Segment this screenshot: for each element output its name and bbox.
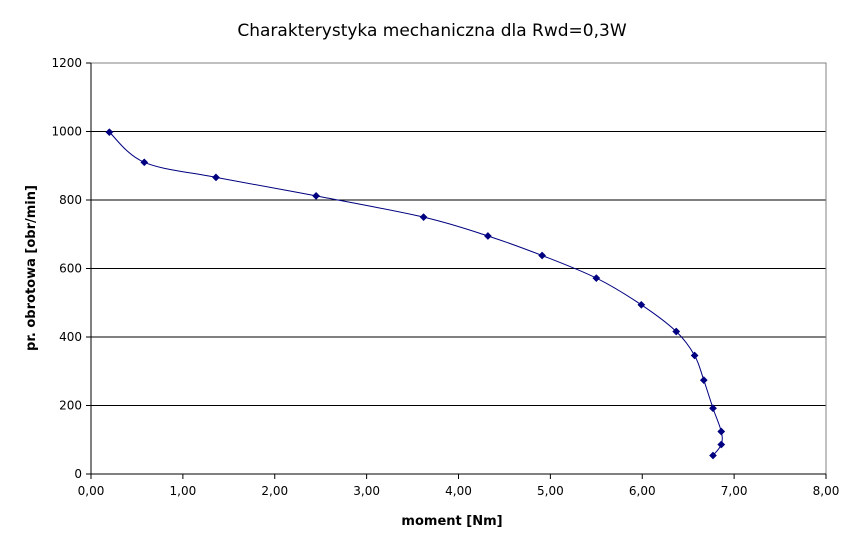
data-point-marker xyxy=(672,327,681,336)
data-point-marker xyxy=(717,440,726,449)
x-axis-title: moment [Nm] xyxy=(401,514,502,529)
x-tick-label: 6,00 xyxy=(629,484,656,498)
y-tick-label: 0 xyxy=(74,467,82,481)
x-tick-label: 0,00 xyxy=(78,484,105,498)
x-tick-label: 8,00 xyxy=(813,484,840,498)
chart-title: Charakterystyka mechaniczna dla Rwd=0,3W xyxy=(237,21,626,41)
data-point-marker xyxy=(592,274,601,283)
data-point-marker xyxy=(538,251,547,260)
data-point-marker xyxy=(637,300,646,309)
data-point-marker xyxy=(140,158,149,167)
x-tick-label: 7,00 xyxy=(721,484,748,498)
data-point-marker xyxy=(690,351,699,360)
y-tick-label: 200 xyxy=(59,399,82,413)
y-tick-label: 600 xyxy=(59,262,82,276)
data-point-marker xyxy=(709,404,717,413)
series xyxy=(105,128,726,460)
y-axis-title: pr. obrotowa [obr/min] xyxy=(24,185,39,351)
y-tick-label: 400 xyxy=(59,330,82,344)
data-point-marker xyxy=(483,232,492,240)
y-tick-label: 1000 xyxy=(51,125,82,139)
data-point-marker xyxy=(699,376,708,385)
axes: 0 200 400 600 800 1000 1200 0,00 1,00 2,00 3,00 4,0… xyxy=(51,56,839,498)
y-tick-label: 1200 xyxy=(51,56,82,70)
x-tick-label: 1,00 xyxy=(170,484,197,498)
x-tick-label: 4,00 xyxy=(445,484,472,498)
data-point-marker xyxy=(105,128,114,137)
data-point-marker xyxy=(709,451,717,460)
y-tick-label: 800 xyxy=(59,193,82,207)
data-point-marker xyxy=(717,427,726,436)
data-point-marker xyxy=(312,191,321,200)
data-point-marker xyxy=(211,173,220,182)
data-point-marker xyxy=(419,213,428,222)
x-tick-label: 2,00 xyxy=(261,484,288,498)
x-tick-label: 3,00 xyxy=(353,484,380,498)
x-tick-label: 5,00 xyxy=(537,484,564,498)
